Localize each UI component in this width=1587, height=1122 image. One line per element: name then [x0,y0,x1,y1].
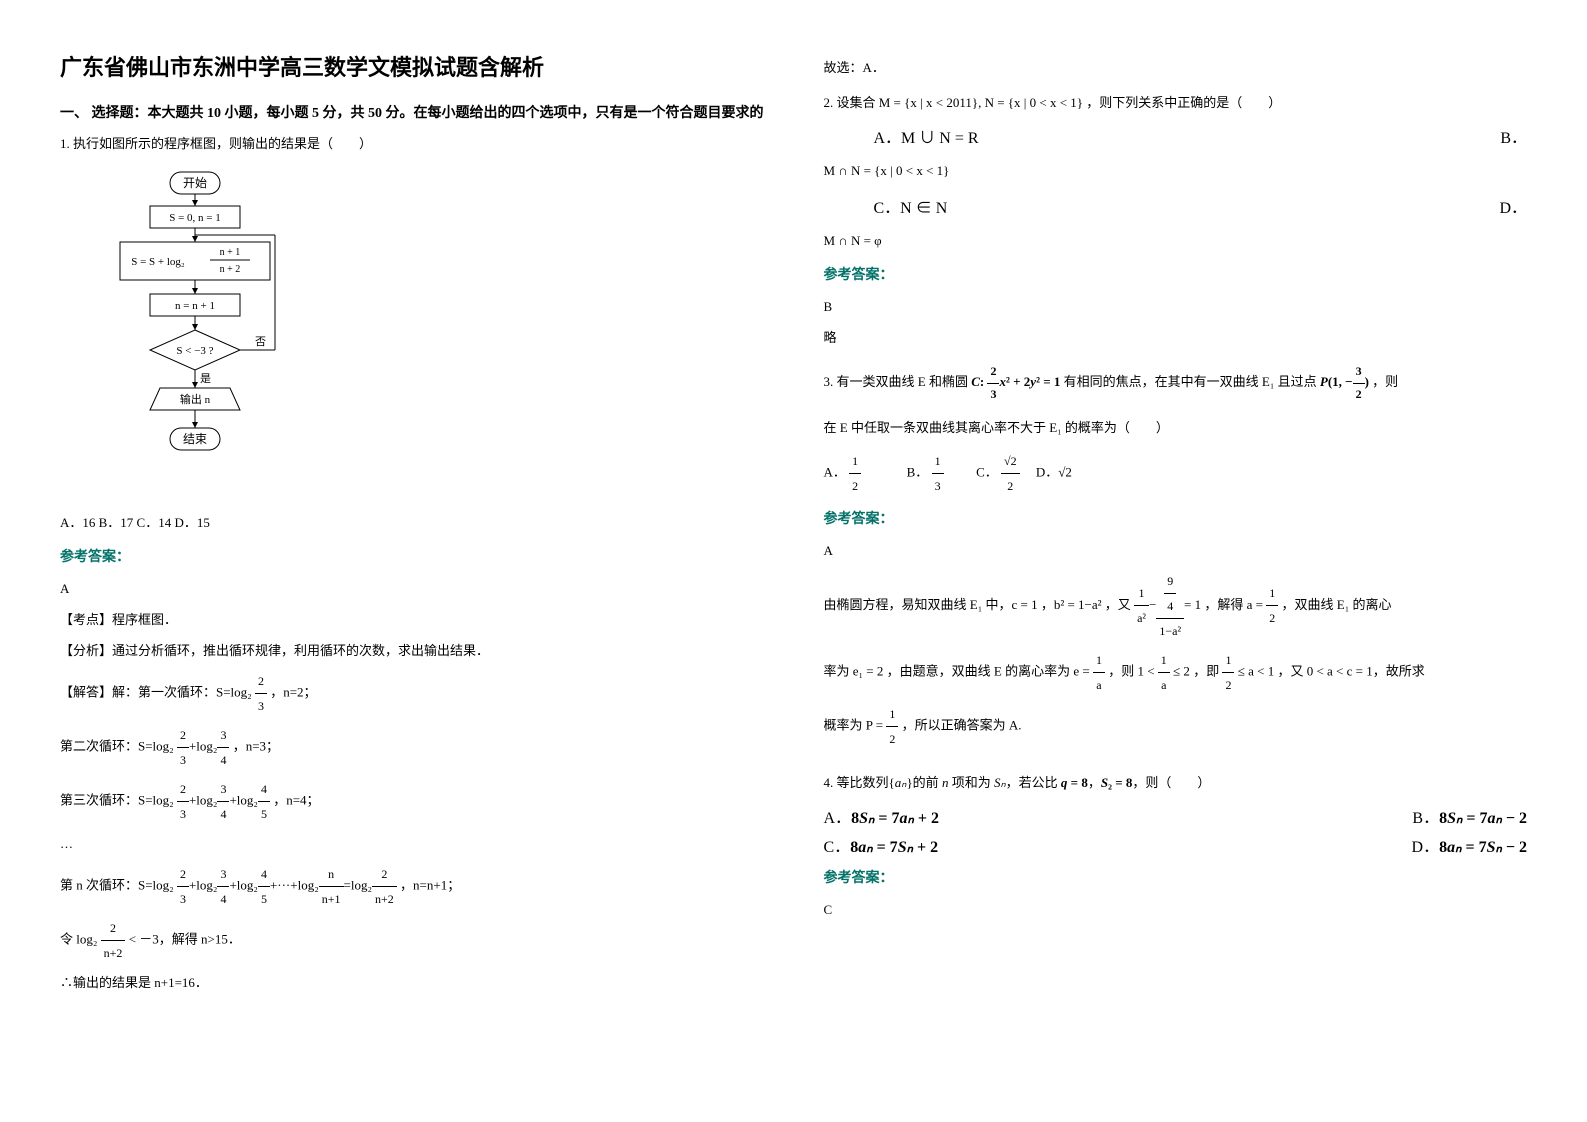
q2-optD: D． [1499,194,1527,218]
q4-optD: D．8aₙ = 7Sₙ − 2 [1412,833,1527,857]
q2-optB2: M ∩ N = {x | 0 < x < 1} [824,158,1528,184]
q2-answer: B [824,294,1528,320]
fc-no: 否 [255,336,266,348]
stepn-pre: 第 n 次循环：S=log₂ [60,878,174,893]
q1-stepn: 第 n 次循环：S=log₂ 23+log₂34+log₂45+···+log₂… [60,862,764,911]
right-column: 故选：A． 2. 设集合 M = {x | x < 2011}, N = {x … [794,50,1558,1072]
q3-sol2-mid: ，则 [1108,663,1137,678]
q3-options: A． 12 B． 13 C． √22 D．√2 [824,449,1528,498]
q3-optC: C． [976,464,998,479]
q3-optA: A． [824,464,846,479]
flowchart: 开始 S = 0, n = 1 S = S + log₂ n + 1 n + 2… [100,170,764,495]
flowchart-svg: 开始 S = 0, n = 1 S = S + log₂ n + 1 n + 2… [100,170,300,490]
q3-answer-label: 参考答案： [824,508,1528,528]
q2-text: 2. 设集合 M = {x | x < 2011}, N = {x | 0 < … [824,91,1528,114]
document-title: 广东省佛山市东洲中学高三数学文模拟试题含解析 [60,50,764,82]
q1-step1: 【解答】解：第一次循环：S=log₂ 23 ，n=2； [60,669,764,718]
fc-yes: 是 [200,372,211,385]
q1-text: 1. 执行如图所示的程序框图，则输出的结果是（ ） [60,132,764,155]
q1-cond: 令 log₂ 2n+2 < －3，解得 n>15． [60,916,764,965]
q2-answer-label: 参考答案： [824,264,1528,284]
q2-row2: C．N ∈ N D． [824,194,1528,218]
q3-answer: A [824,538,1528,564]
q3-sol3-pre: 概率为 [824,717,863,732]
q2-optC: C．N ∈ N [874,194,948,218]
q4-optA: A．8Sₙ = 7aₙ + 2 [824,804,939,828]
dots: … [60,831,764,857]
cond-tail: < －3，解得 n>15． [129,932,241,947]
q1-options: A．16 B．17 C．14 D．15 [60,510,764,536]
q3-post: ，则 [1372,374,1398,389]
step3-tail: ，n=4； [273,793,319,808]
q1-answer: A [60,576,764,602]
section-header: 一、 选择题：本大题共 10 小题，每小题 5 分，共 50 分。在每小题给出的… [60,102,764,122]
q1-step2: 第二次循环：S=log₂ 23+log₂34 ，n=3； [60,723,764,772]
q3-text: 3. 有一类双曲线 E 和椭圆 C: 23x² + 2y² = 1 有相同的焦点… [824,361,1528,405]
left-column: 广东省佛山市东洲中学高三数学文模拟试题含解析 一、 选择题：本大题共 10 小题… [30,50,794,1072]
q3-sol3-tail: ，所以正确答案为 A. [902,717,1022,732]
q3-line2: 在 E 中任取一条双曲线其离心率不大于 E₁ 的概率为（ ） [824,416,1528,439]
q2-optD2: M ∩ N = φ [824,228,1528,254]
step3-pre: 第三次循环：S=log₂ [60,793,174,808]
q1-conclusion: ∴输出的结果是 n+1=16． [60,970,764,996]
q3-sol1-pre: 由椭圆方程，易知双曲线 E₁ 中，c = 1 ，b² = 1−a² ，又 [824,597,1131,612]
q4-answer-label: 参考答案： [824,867,1528,887]
q4-optC: C．8aₙ = 7Sₙ + 2 [824,833,939,857]
q3-sol1-end: ，双曲线 E₁ 的离心 [1282,597,1392,612]
q2-extra: 略 [824,325,1528,351]
q2-optB: B． [1500,124,1527,148]
fc-init: S = 0, n = 1 [169,212,221,224]
fc-output: 输出 n [180,392,211,406]
q1-analysis: 【分析】通过分析循环，推出循环规律，利用循环的次数，求出输出结果． [60,638,764,664]
q3-optD: D．√2 [1036,464,1072,479]
q3-sol2-pre: 率为 e₁ = 2 ，由题意，双曲线 E 的离心率为 [824,663,1074,678]
q3-sol1: 由椭圆方程，易知双曲线 E₁ 中，c = 1 ，b² = 1−a² ，又 1a²… [824,569,1528,643]
stepn-tail: ，n=n+1； [400,878,460,893]
fc-start: 开始 [183,176,207,190]
q3-sol3: 概率为 P = 12 ，所以正确答案为 A. [824,702,1528,751]
svg-text:n + 1: n + 1 [220,247,241,258]
cond-pre: 令 log₂ [60,932,97,947]
col2-line1: 故选：A． [824,55,1528,81]
q4-text: 4. 等比数列{aₙ}的前 n 项和为 Sₙ，若公比 q = 8，S₂ = 8，… [824,771,1528,794]
step1-pre: 【解答】解：第一次循环：S=log₂ [60,685,252,700]
q3-sol2-mid2: ，即 [1193,663,1219,678]
q2-optA: A．M ∪ N = R [874,124,979,148]
step1-tail: ，n=2； [270,685,316,700]
svg-text:n + 2: n + 2 [220,264,241,275]
q4-answer: C [824,897,1528,923]
step2-pre: 第二次循环：S=log₂ [60,739,174,754]
q4-row2: C．8aₙ = 7Sₙ + 2 D．8aₙ = 7Sₙ − 2 [824,833,1528,857]
q3-sol2-tail: ，又 0 < a < c = 1，故所求 [1277,663,1424,678]
q3-sol1-tail: ，解得 [1204,597,1243,612]
q3-mid: 有相同的焦点，在其中有一双曲线 E₁ 且过点 [1064,374,1320,389]
fc-inc: n = n + 1 [175,300,215,312]
fc-calc: S = S + log₂ [131,256,185,268]
q4-row1: A．8Sₙ = 7aₙ + 2 B．8Sₙ = 7aₙ − 2 [824,804,1528,828]
q3-optB: B． [907,464,929,479]
q3-sol2: 率为 e₁ = 2 ，由题意，双曲线 E 的离心率为 e = 1a ，则 1 <… [824,648,1528,697]
q3-pre: 3. 有一类双曲线 E 和椭圆 [824,374,972,389]
q1-kaodian: 【考点】程序框图． [60,607,764,633]
q1-step3: 第三次循环：S=log₂ 23+log₂34+log₂45 ，n=4； [60,777,764,826]
q2-row1: A．M ∪ N = R B． [824,124,1528,148]
fc-cond: S < −3 ? [176,345,213,357]
step2-tail: ，n=3； [233,739,279,754]
q1-answer-label: 参考答案： [60,546,764,566]
q4-optB: B．8Sₙ = 7aₙ − 2 [1412,804,1527,828]
fc-end: 结束 [183,432,207,446]
